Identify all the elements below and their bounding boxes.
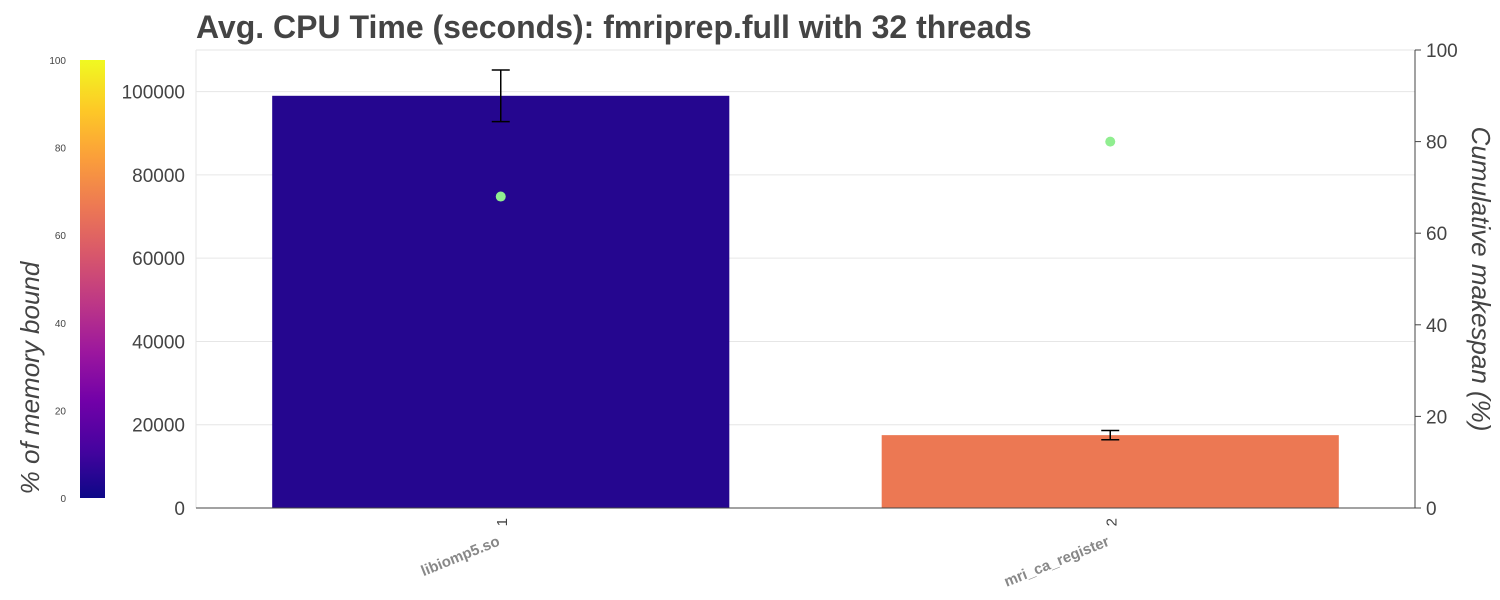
x-category-label: mri_ca_register: [1002, 533, 1112, 591]
y-tick-label: 80000: [132, 166, 185, 187]
y-tick-label: 20000: [132, 416, 185, 437]
x-tick-label: 2: [1103, 518, 1120, 526]
y2-axis-label: Cumulative makespan (%): [1466, 127, 1496, 432]
colorbar: [80, 60, 105, 498]
chart-title: Avg. CPU Time (seconds): fmriprep.full w…: [196, 9, 1032, 45]
y2-tick-label: 20: [1426, 407, 1447, 428]
y-tick-label: 60000: [132, 249, 185, 270]
axes: [195, 50, 1416, 509]
colorbar-tick-label: 0: [60, 494, 66, 505]
colorbar-tick-label: 80: [55, 144, 67, 155]
y-axis-ticks: 0 20000 40000 60000 80000 100000: [122, 83, 185, 520]
bar: [881, 435, 1339, 508]
colorbar-tick-label: 100: [49, 56, 66, 67]
bar: [272, 95, 730, 509]
x-tick-label: 1: [494, 518, 511, 526]
x-axis-ticks: 1 libiomp5.so 2 mri_ca_register: [419, 518, 1121, 591]
error-bars: [491, 69, 1120, 441]
y2-tick-label: 80: [1426, 133, 1447, 154]
colorbar-ticks: 0 20 40 60 80 100: [49, 56, 66, 505]
y2-tick-label: 100: [1426, 41, 1458, 62]
makespan-points: [495, 136, 1116, 202]
colorbar-label: % of memory bound: [15, 260, 45, 494]
y2-tick-label: 40: [1426, 316, 1447, 337]
y-tick-label: 100000: [122, 83, 185, 104]
y2-axis-ticks: 0 20 40 60 80 100: [1415, 41, 1458, 520]
colorbar-gradient: [80, 60, 105, 498]
y-tick-label: 40000: [132, 332, 185, 353]
colorbar-tick-label: 20: [55, 406, 67, 417]
x-category-label: libiomp5.so: [419, 533, 503, 580]
y-tick-label: 0: [174, 499, 185, 520]
bars: [272, 95, 1339, 509]
makespan-point: [1105, 136, 1116, 147]
colorbar-tick-label: 60: [55, 231, 67, 242]
makespan-point: [495, 191, 506, 202]
y2-tick-label: 60: [1426, 224, 1447, 245]
y2-tick-label: 0: [1426, 499, 1437, 520]
colorbar-tick-label: 40: [55, 319, 67, 330]
